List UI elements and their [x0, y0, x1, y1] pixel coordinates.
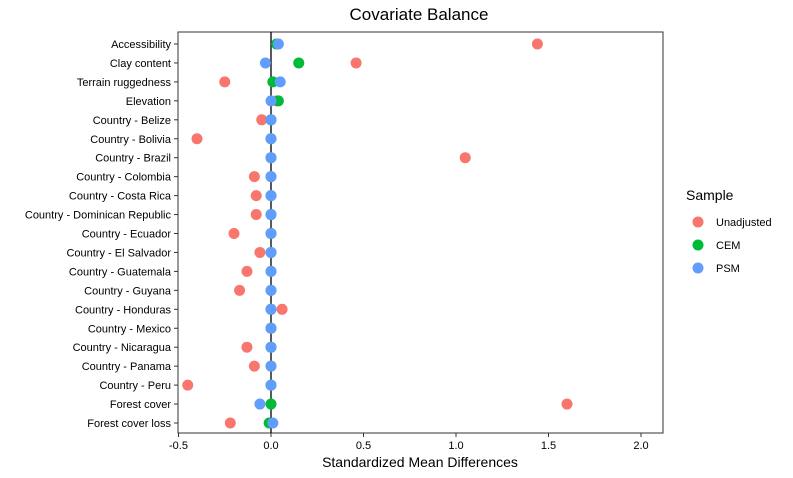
point-psm	[267, 417, 279, 429]
y-tick-label: Clay content	[110, 58, 171, 70]
point-psm	[265, 303, 277, 315]
point-unadjusted	[250, 209, 262, 221]
y-tick-label: Country - Dominican Republic	[25, 210, 172, 222]
plot-panel-border	[177, 31, 664, 434]
point-unadjusted	[234, 284, 246, 296]
point-psm	[265, 95, 277, 107]
y-tick-label: Country - Honduras	[75, 304, 171, 316]
y-tick-label: Elevation	[126, 96, 171, 108]
point-unadjusted	[241, 341, 253, 353]
point-unadjusted	[248, 171, 260, 183]
y-tick-label: Country - Ecuador	[82, 229, 172, 241]
point-psm	[265, 152, 277, 164]
y-axis-labels: Accessibility Clay content Terrain ruggedn…	[25, 39, 178, 430]
y-tick-label: Country - Mexico	[88, 323, 171, 335]
point-psm	[265, 284, 277, 296]
point-unadjusted	[219, 76, 231, 88]
point-unadjusted	[228, 228, 240, 239]
point-psm	[265, 114, 277, 126]
x-tick-label: -0.5	[169, 440, 188, 452]
legend-label: Unadjusted	[716, 217, 772, 229]
point-psm	[265, 190, 277, 202]
point-unadjusted	[276, 303, 288, 315]
point-unadjusted	[459, 152, 471, 164]
point-psm	[265, 265, 277, 277]
point-psm	[265, 379, 277, 391]
point-unadjusted	[241, 265, 253, 277]
legend-title: Sample	[686, 187, 734, 203]
point-psm	[265, 246, 277, 258]
point-psm	[259, 57, 271, 69]
chart-title: Covariate Balance	[350, 5, 489, 24]
x-tick-label: 0.0	[263, 440, 278, 452]
y-tick-label: Country - Peru	[99, 380, 171, 392]
point-psm	[265, 171, 277, 183]
x-tick-label: 1.0	[448, 440, 463, 452]
point-unadjusted	[182, 379, 194, 391]
y-tick-label: Terrain ruggedness	[77, 77, 172, 89]
point-unadjusted	[191, 133, 203, 145]
point-unadjusted	[254, 246, 266, 258]
point-psm	[272, 38, 284, 50]
y-tick-label: Country - Belize	[93, 115, 171, 127]
y-tick-label: Country - Colombia	[76, 172, 172, 184]
y-tick-label: Country - Guatemala	[69, 266, 172, 278]
y-tick-label: Country - Panama	[82, 361, 172, 373]
point-unadjusted	[350, 57, 362, 69]
y-tick-label: Country - Brazil	[95, 153, 171, 165]
y-tick-label: Country - Nicaragua	[73, 342, 172, 354]
y-tick-label: Country - El Salvador	[66, 247, 171, 259]
point-psm	[254, 398, 266, 410]
point-psm	[265, 228, 277, 239]
x-tick-label: 2.0	[633, 440, 648, 452]
legend-label: CEM	[716, 240, 740, 252]
x-tick-label: 1.5	[541, 440, 556, 452]
x-axis-ticks: -0.5 0.0 0.5 1.0 1.5 2.0	[169, 433, 649, 452]
y-tick-label: Country - Guyana	[84, 285, 172, 297]
point-psm	[265, 133, 277, 145]
legend-key-psm	[692, 262, 704, 274]
point-cem	[265, 398, 277, 410]
point-cem	[293, 57, 305, 69]
point-psm	[265, 209, 277, 221]
point-unadjusted	[256, 114, 268, 126]
y-tick-label: Forest cover	[110, 399, 171, 411]
point-unadjusted	[248, 360, 260, 372]
legend-key-cem	[692, 239, 704, 251]
x-tick-label: 0.5	[356, 440, 371, 452]
point-psm	[274, 76, 286, 88]
point-psm	[265, 322, 277, 334]
point-psm	[265, 360, 277, 372]
y-tick-label: Country - Bolivia	[90, 134, 172, 146]
y-tick-label: Forest cover loss	[87, 418, 171, 430]
y-tick-label: Accessibility	[111, 39, 171, 51]
point-unadjusted	[250, 190, 262, 202]
x-axis-title: Standardized Mean Differences	[322, 454, 518, 470]
legend-key-unadjusted	[692, 216, 704, 228]
data-points	[182, 38, 573, 429]
y-tick-label: Country - Costa Rica	[69, 191, 172, 203]
legend-label: PSM	[716, 263, 740, 275]
point-psm	[265, 341, 277, 353]
legend: Unadjusted CEM PSM	[692, 216, 772, 275]
point-unadjusted	[224, 417, 236, 429]
point-unadjusted	[531, 38, 543, 50]
point-unadjusted	[561, 398, 573, 410]
